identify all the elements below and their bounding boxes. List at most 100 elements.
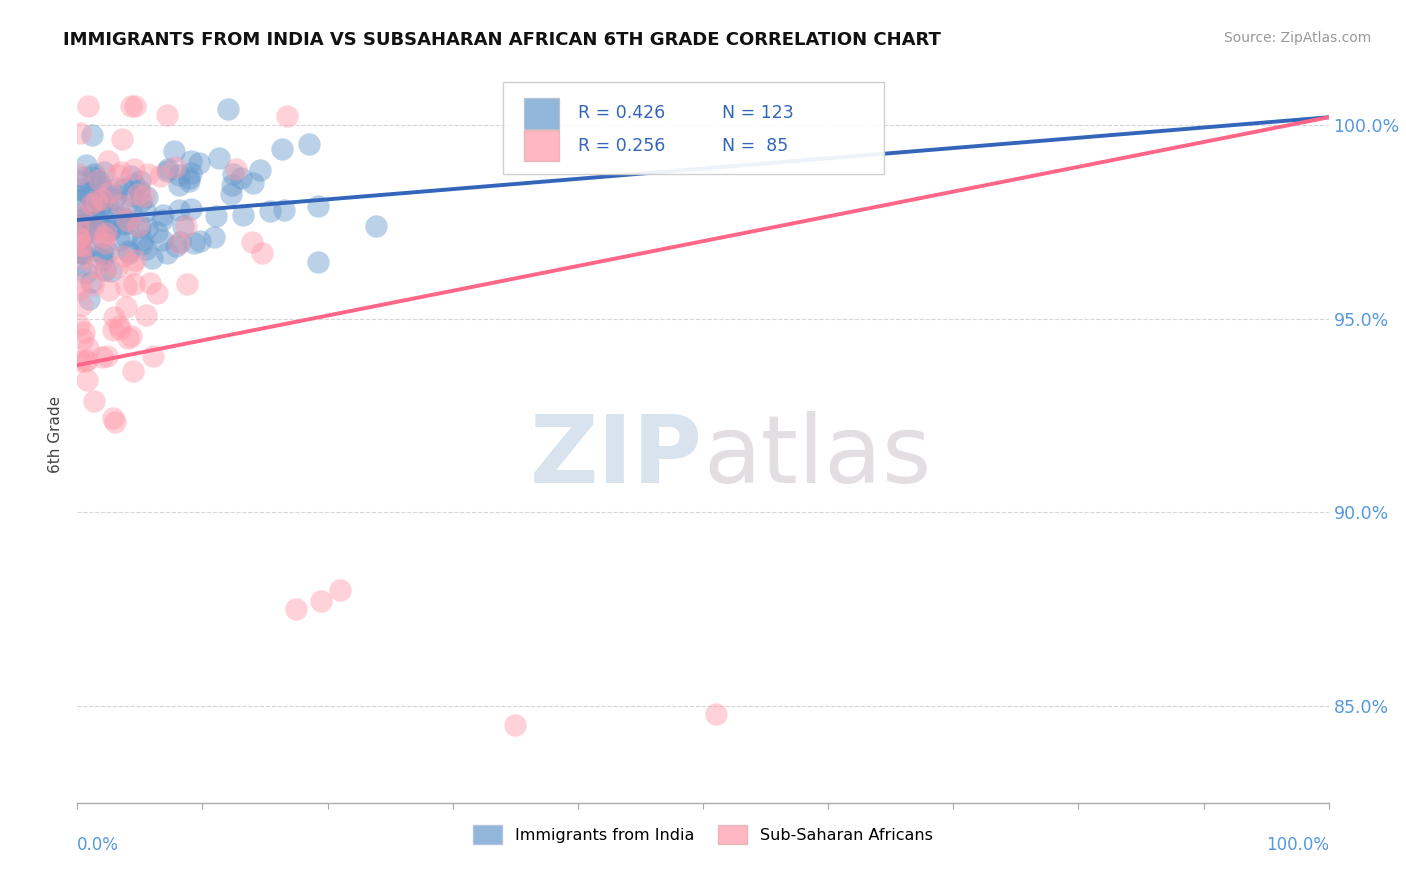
Point xyxy=(98,223,121,237)
Point xyxy=(76,217,98,231)
Point xyxy=(70,298,93,312)
Point xyxy=(131,236,153,251)
Point xyxy=(69,182,91,196)
Point xyxy=(136,190,159,204)
Point xyxy=(134,188,156,202)
Point xyxy=(94,235,117,250)
Point xyxy=(329,582,352,597)
Point xyxy=(67,234,90,248)
Point xyxy=(146,285,169,300)
Point xyxy=(120,202,142,217)
Point xyxy=(75,185,97,199)
Point xyxy=(80,237,103,252)
Point xyxy=(93,230,115,244)
Point xyxy=(149,169,172,184)
Point xyxy=(73,170,96,185)
Point xyxy=(101,323,124,337)
Point xyxy=(112,217,135,231)
Point xyxy=(285,602,308,616)
Point xyxy=(156,161,179,176)
Point xyxy=(84,208,107,222)
Point xyxy=(152,208,174,222)
Point xyxy=(122,161,145,176)
Point xyxy=(98,283,121,297)
Point xyxy=(503,718,526,732)
Point xyxy=(240,235,263,250)
Point xyxy=(150,212,173,227)
Point xyxy=(136,220,159,235)
Point xyxy=(183,235,205,250)
Point xyxy=(90,178,112,193)
Point xyxy=(110,165,132,179)
Point xyxy=(83,394,105,409)
Point xyxy=(117,246,139,260)
Point xyxy=(93,222,115,236)
Point xyxy=(150,233,173,247)
Point xyxy=(117,216,139,230)
Point xyxy=(110,209,132,223)
Text: 100.0%: 100.0% xyxy=(1265,836,1329,854)
Point xyxy=(90,230,112,244)
Point xyxy=(70,232,93,246)
Point xyxy=(76,373,98,387)
Point xyxy=(91,193,114,207)
Point xyxy=(84,194,107,208)
Point xyxy=(86,223,108,237)
Point xyxy=(115,229,138,244)
Point xyxy=(273,202,295,217)
Point xyxy=(121,189,143,203)
Point xyxy=(231,171,253,186)
Point xyxy=(72,239,94,253)
Point xyxy=(66,193,89,207)
Point xyxy=(77,205,100,219)
Point xyxy=(89,173,111,187)
Point xyxy=(80,218,103,232)
Point xyxy=(271,142,294,156)
Legend: Immigrants from India, Sub-Saharan Africans: Immigrants from India, Sub-Saharan Afric… xyxy=(467,819,939,850)
Point xyxy=(80,275,103,289)
Point xyxy=(120,329,142,343)
Point xyxy=(79,215,101,229)
Point xyxy=(188,235,211,249)
Point xyxy=(82,170,104,185)
Point xyxy=(69,282,91,296)
Point xyxy=(128,183,150,197)
Point xyxy=(103,192,125,206)
Text: N = 123: N = 123 xyxy=(721,104,793,122)
Y-axis label: 6th Grade: 6th Grade xyxy=(48,396,63,474)
Text: ZIP: ZIP xyxy=(530,411,703,503)
Point xyxy=(72,211,94,226)
Point xyxy=(311,594,333,608)
Point xyxy=(98,186,121,200)
Point xyxy=(307,199,329,213)
Point xyxy=(249,162,271,177)
Point xyxy=(77,98,100,112)
Point xyxy=(67,229,90,244)
Point xyxy=(69,126,91,140)
Point xyxy=(276,109,298,123)
Point xyxy=(115,279,138,293)
Point xyxy=(75,158,97,172)
Point xyxy=(120,98,142,112)
Text: Source: ZipAtlas.com: Source: ZipAtlas.com xyxy=(1223,31,1371,45)
Point xyxy=(163,144,186,158)
Point xyxy=(67,318,90,333)
Point xyxy=(127,219,149,234)
Point xyxy=(82,128,104,142)
Point xyxy=(180,202,202,216)
Point xyxy=(84,260,107,274)
Point xyxy=(91,351,114,365)
Point xyxy=(177,173,200,187)
Point xyxy=(93,262,115,277)
Point xyxy=(163,160,186,174)
Point xyxy=(97,153,120,168)
Point xyxy=(67,167,90,181)
Point xyxy=(121,364,143,378)
Point xyxy=(69,258,91,272)
Point xyxy=(82,204,104,219)
Point xyxy=(135,308,157,322)
Point xyxy=(169,235,191,250)
Point xyxy=(129,173,152,187)
Point xyxy=(70,246,93,260)
Point xyxy=(104,416,127,430)
